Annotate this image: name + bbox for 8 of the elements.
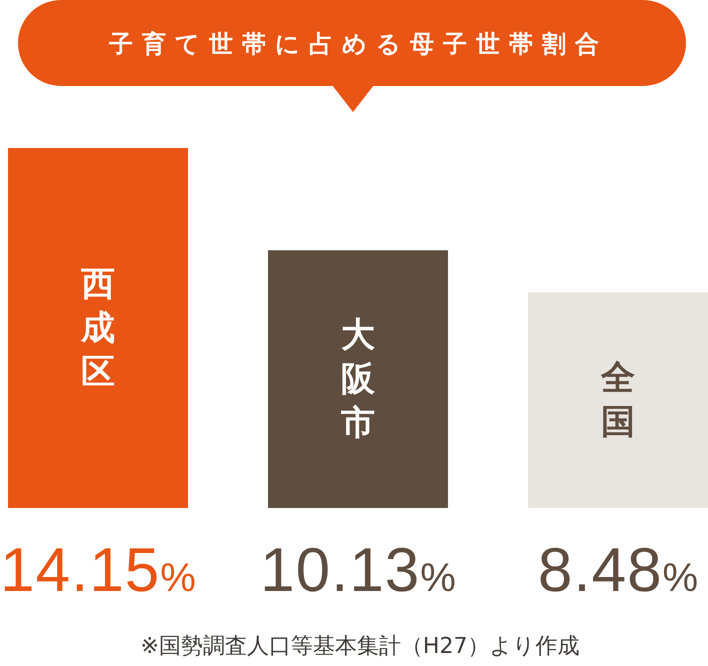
data-label: 14.15% bbox=[0, 536, 196, 605]
data-label: 10.13% bbox=[260, 536, 456, 605]
data-label: 8.48% bbox=[538, 536, 698, 605]
chart-title: 子育て世帯に占める母子世帯割合 bbox=[108, 30, 608, 58]
x-tick-label: 全国 bbox=[600, 357, 636, 444]
text: ※国勢調査人口等基本集計（H27）より作成 bbox=[140, 634, 580, 659]
x-tick-label: 大阪市 bbox=[340, 314, 376, 446]
x-tick-label: 西成区 bbox=[80, 263, 116, 394]
